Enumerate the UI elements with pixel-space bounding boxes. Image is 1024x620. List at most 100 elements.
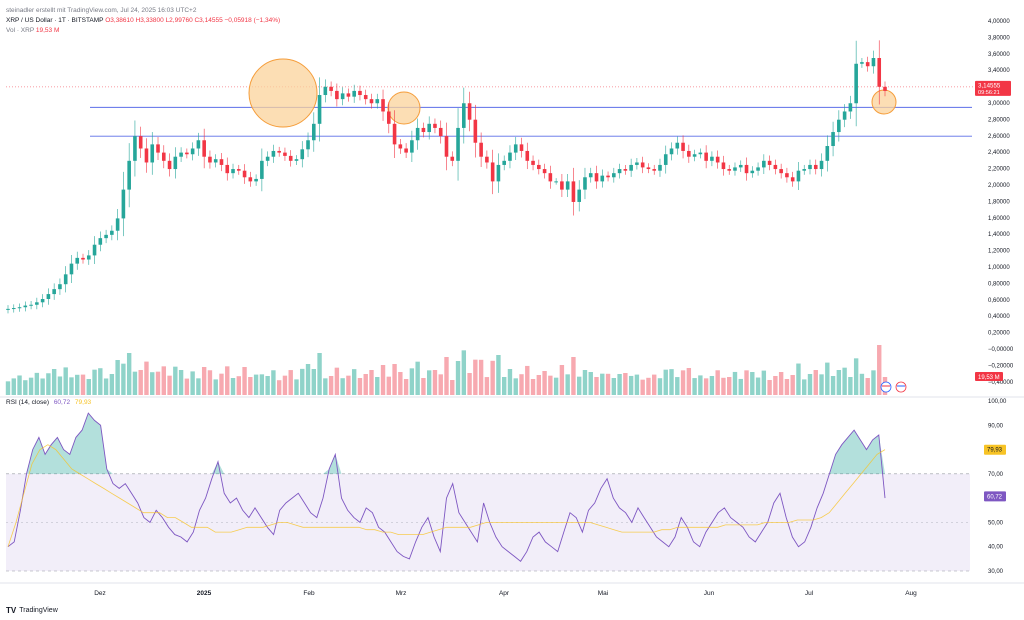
volume-bar [11,378,16,395]
volume-bar [288,370,293,395]
candle-body [594,173,599,182]
price-axis-tick: 2,20000 [988,167,1010,173]
volume-bar [23,380,28,395]
candle-body [635,162,639,165]
volume-bar [28,377,34,395]
candle-body [571,181,576,202]
volume-bar [813,370,818,395]
volume-bar [178,370,184,395]
rsi-title[interactable]: RSI (14, close) [6,399,49,406]
rsi-value-box [984,491,1006,502]
volume-bar [738,378,743,395]
volume-bar [859,373,865,395]
candle-body [560,181,564,190]
volume-bar [184,378,190,395]
time-axis-tick: Apr [499,590,510,597]
volume-bar [63,367,68,395]
rsi-ma-value-box [984,444,1006,455]
volume-bar [161,366,166,395]
candle-body [254,178,258,182]
price-axis-tick: 2,80000 [988,117,1010,123]
volume-bar [490,360,495,395]
volume-value-label: 19,53 M [978,375,1000,381]
candle-body [658,164,662,171]
volume-bar [92,369,97,395]
time-axis-tick: Jul [805,590,814,597]
candle-body [554,181,558,183]
candle-body [11,308,16,310]
candle-body [213,159,218,163]
volume-bar [201,367,207,395]
symbol-line: XRP / US Dollar · 1T · BITSTAMP O3,38610… [6,16,280,26]
price-axis-tick: 1,40000 [988,232,1010,238]
candle-body [248,177,253,182]
rsi-ma-line [7,444,886,547]
candle-body [825,146,830,161]
symbol-name[interactable]: XRP / US Dollar · 1T · BITSTAMP [6,17,104,24]
candle-body [473,119,478,143]
volume-label[interactable]: Vol · XRP [6,27,35,34]
volume-bar [75,374,80,395]
candle-body [848,103,853,112]
candle-body [40,299,45,303]
volume-bar [819,374,824,395]
candle-body [617,169,622,174]
volume-bar [357,378,363,395]
volume-bar [727,377,732,395]
volume-bar [17,375,22,395]
candle-body [340,93,345,100]
highlight-circle-jan-2025-top [248,58,318,128]
candle-body [46,294,51,300]
candle-body [381,99,385,112]
volume-bar [692,378,697,395]
candle-body [629,164,633,171]
time-axis-tick: Dez [94,590,106,597]
price-axis-tick: 3,00000 [988,101,1010,107]
volume-bar [375,377,380,395]
volume-bar [657,378,663,395]
candle-body [260,160,264,179]
volume-bar [703,378,709,395]
volume-bar [871,370,876,395]
price-axis-tick: −0,40000 [988,380,1014,386]
candle-body [375,99,380,104]
candle-body [698,152,703,155]
volume-bar [230,378,236,395]
volume-bar [559,365,565,395]
candle-body [583,177,587,190]
volume-bar [807,374,813,395]
volume-bar [271,370,276,395]
candle-body [738,164,743,168]
price-axis-tick: 1,00000 [988,265,1010,271]
volume-bar [744,370,749,395]
rsi-axis-tick: 30,00 [988,569,1004,575]
price-axis-tick: 0,40000 [988,314,1010,320]
volume-bar [778,372,784,395]
volume-bar [46,373,51,395]
volume-bar [300,368,305,395]
candle-body [860,62,864,64]
candle-body [462,103,466,128]
candle-body [692,154,697,157]
volume-bar [853,358,859,395]
candle-body [675,142,680,149]
us-flag-icon [895,381,907,393]
candle-body [323,86,328,96]
candle-body [727,169,732,171]
volume-bar [750,372,755,395]
candle-body [121,189,126,219]
volume-bar [51,369,57,395]
price-axis-tick: 2,40000 [988,150,1010,156]
candle-body [185,152,189,155]
tradingview-name: TradingView [19,607,58,614]
price-axis-tick: 0,60000 [988,298,1010,304]
candle-body [865,62,870,67]
rsi-axis-tick: 100,00 [988,399,1007,405]
volume-bar [865,378,870,395]
volume-bar [675,377,680,395]
candle-body [767,160,772,165]
price-axis-tick: −0,00000 [988,347,1014,353]
volume-bar [709,376,715,395]
volume-bar [773,376,778,395]
